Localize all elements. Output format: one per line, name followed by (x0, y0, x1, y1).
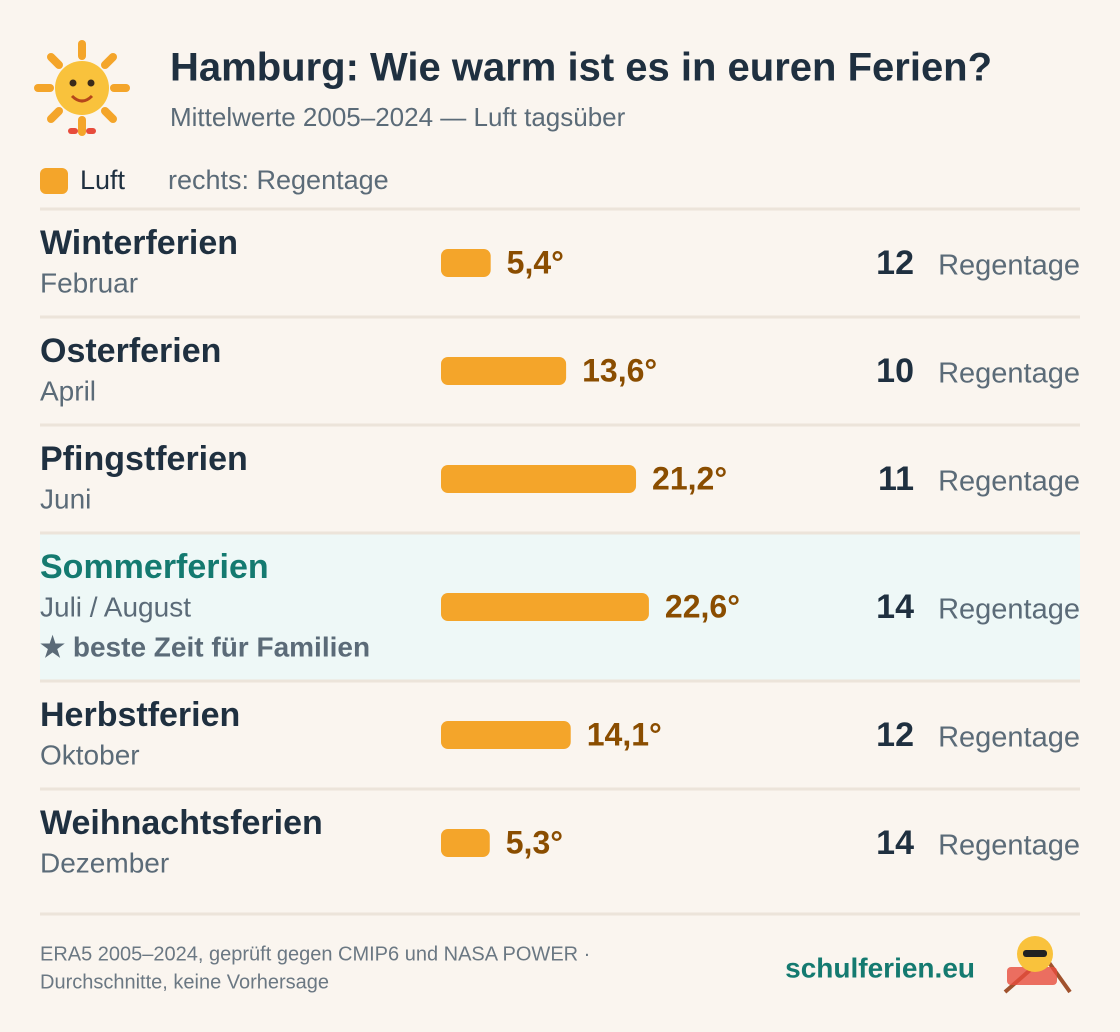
row-month: Februar (40, 267, 138, 298)
legend-label: Luft (80, 165, 126, 195)
divider (40, 787, 1080, 791)
rain-label: Regentage (938, 358, 1080, 390)
row-note: ★ beste Zeit für Familien (40, 631, 370, 662)
divider (40, 423, 1080, 427)
row-month: Oktober (40, 739, 140, 770)
rain-days: 10 (876, 352, 914, 390)
bar (441, 593, 649, 621)
row-month: Juni (40, 483, 91, 514)
rain-days: 14 (876, 824, 914, 862)
value-label: 22,6° (665, 588, 740, 624)
bar (441, 465, 637, 493)
divider (40, 315, 1080, 319)
row-title: Weihnachtsferien (40, 804, 323, 842)
value-label: 21,2° (652, 460, 727, 496)
rain-label: Regentage (938, 594, 1080, 626)
row-month: April (40, 375, 96, 406)
row-month: Dezember (40, 847, 169, 878)
bar (441, 829, 490, 857)
bar (441, 249, 491, 277)
sun-icon-small (1003, 936, 1072, 994)
rain-days: 11 (878, 460, 914, 498)
rain-label: Regentage (938, 250, 1080, 282)
value-label: 5,3° (506, 824, 563, 860)
rain-days: 12 (876, 244, 914, 282)
row-title: Winterferien (40, 224, 238, 262)
subtitle: Mittelwerte 2005–2024 — Luft tagsüber (170, 102, 626, 132)
row-title: Herbstferien (40, 696, 240, 734)
rain-days: 12 (876, 716, 914, 754)
row-title: Osterferien (40, 332, 221, 370)
value-label: 14,1° (587, 716, 662, 752)
legend-note: rechts: Regentage (168, 165, 389, 195)
chart-title: Hamburg: Wie warm ist es in euren Ferien… (170, 46, 992, 90)
value-label: 5,4° (507, 244, 564, 280)
legend-swatch (40, 168, 68, 194)
rain-label: Regentage (938, 466, 1080, 498)
brand: schulferien.eu (785, 952, 975, 983)
row-title: Pfingstferien (40, 440, 248, 478)
value-label: 13,6° (582, 352, 657, 388)
divider (40, 531, 1080, 535)
rain-label: Regentage (938, 722, 1080, 754)
sun-icon (34, 40, 130, 136)
bar (441, 721, 571, 749)
source-line: ERA5 2005–2024, geprüft gegen CMIP6 und … (40, 943, 590, 965)
divider (40, 679, 1080, 683)
rain-label: Regentage (938, 830, 1080, 862)
row-month: Juli / August (40, 591, 191, 622)
divider (40, 912, 1080, 916)
rain-days: 14 (876, 588, 914, 626)
source-line: Durchschnitte, keine Vorhersage (40, 971, 329, 993)
row-title: Sommerferien (40, 548, 269, 586)
divider (40, 207, 1080, 211)
bar (441, 357, 567, 385)
